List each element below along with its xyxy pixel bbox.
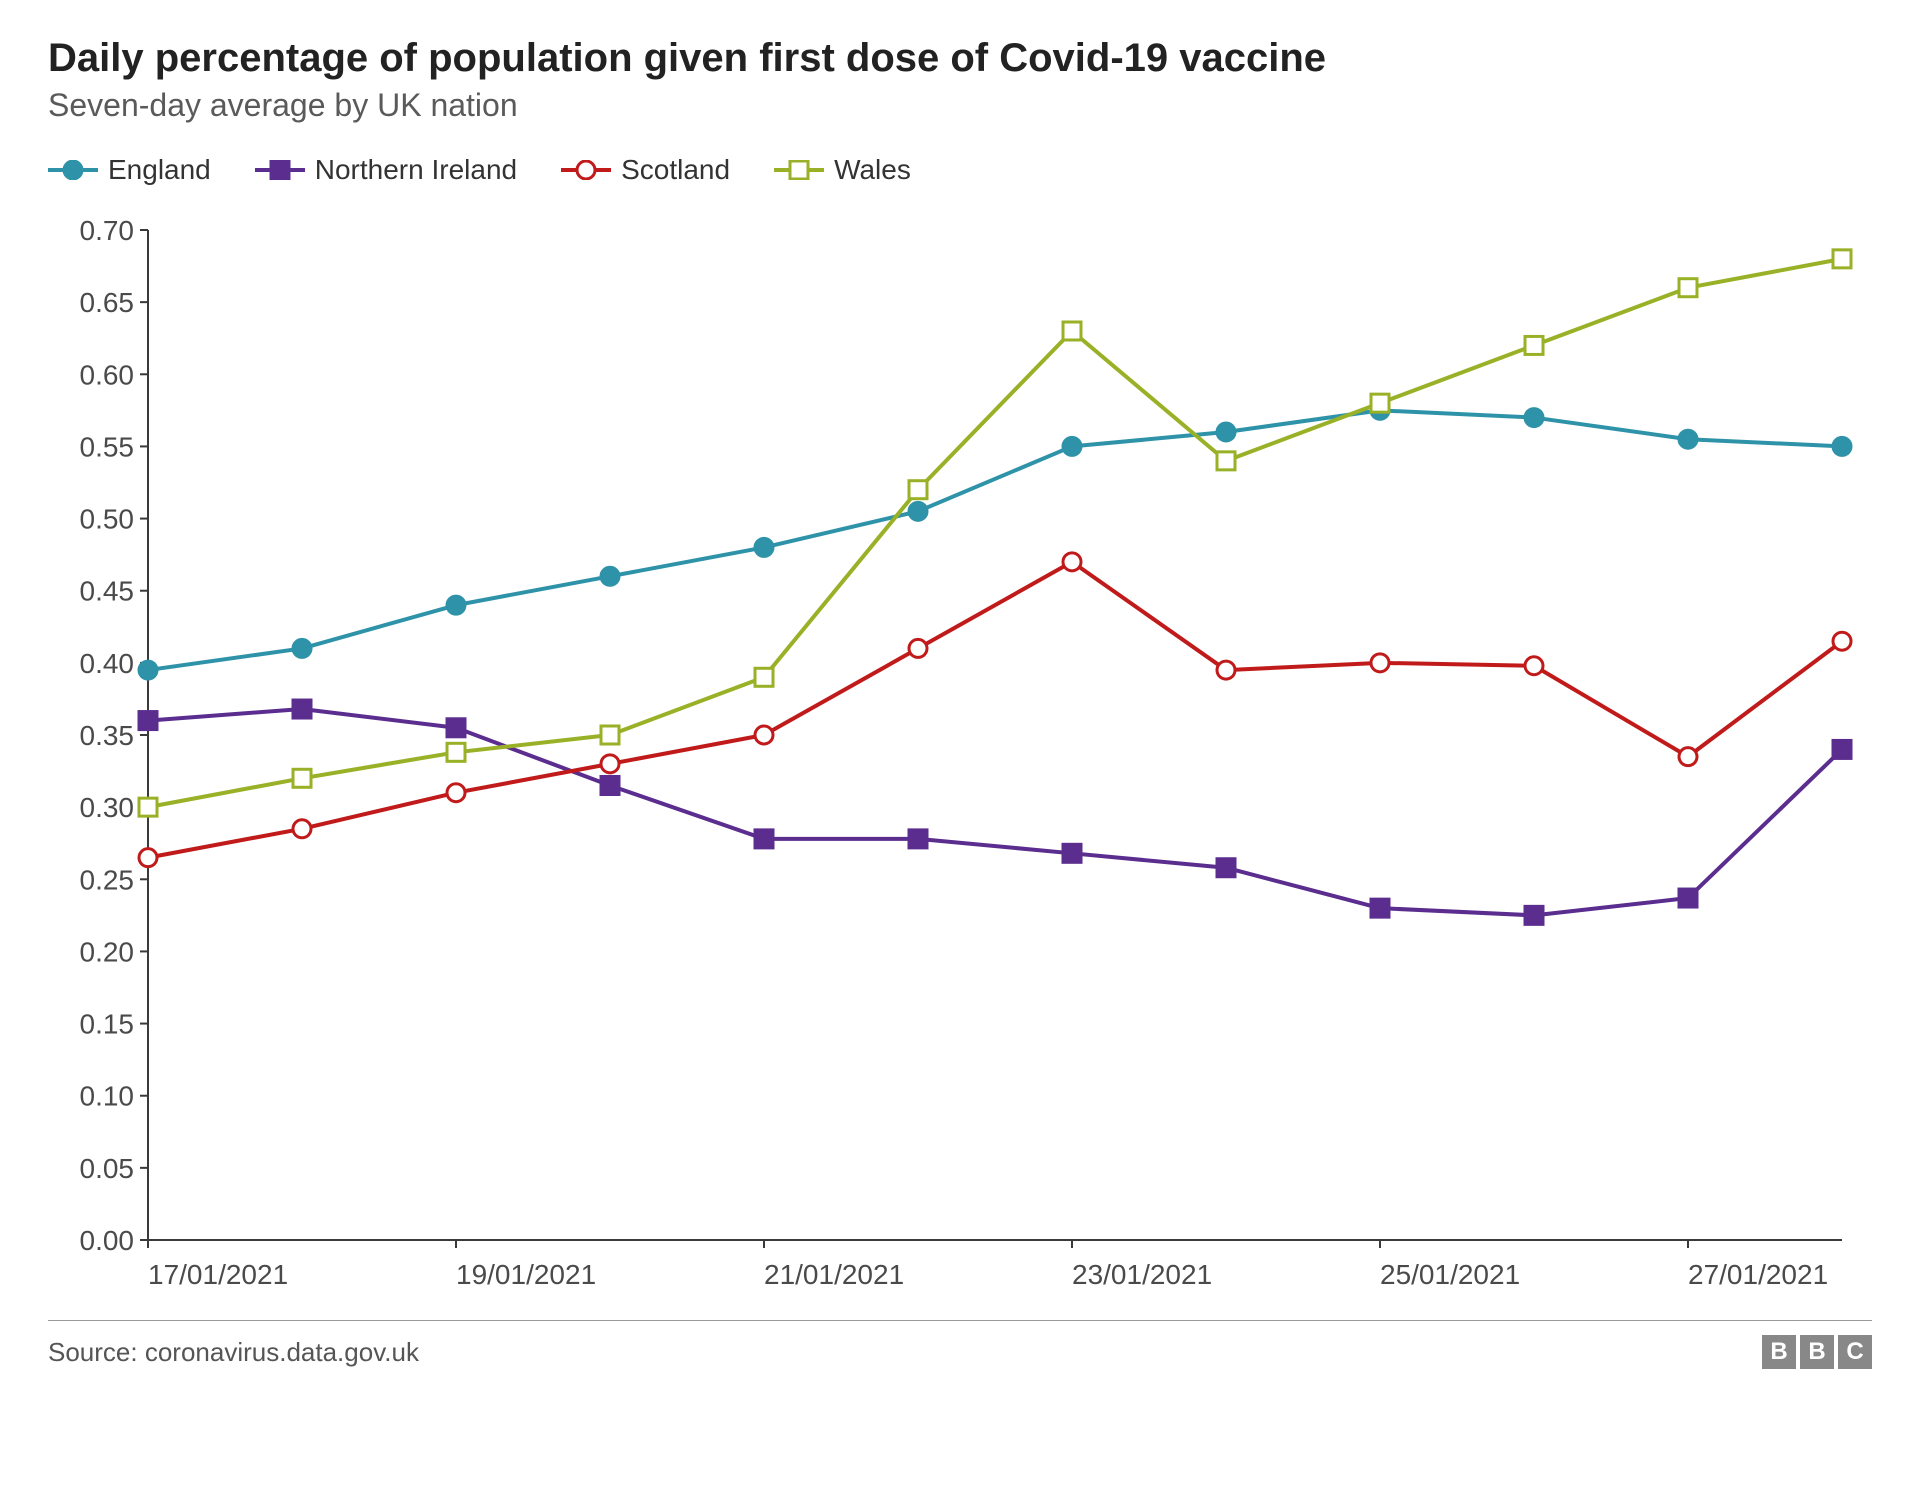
series-marker (293, 639, 311, 657)
series-marker (447, 596, 465, 614)
legend-item: Northern Ireland (255, 154, 517, 186)
series-marker (1063, 437, 1081, 455)
series-marker (1833, 437, 1851, 455)
y-tick-label: 0.10 (80, 1081, 135, 1112)
series-marker (1679, 430, 1697, 448)
series-marker (447, 743, 465, 761)
series-marker (1371, 899, 1389, 917)
series-marker (601, 777, 619, 795)
x-tick-label: 27/01/2021 (1688, 1259, 1828, 1290)
legend-swatch-icon (255, 160, 305, 180)
bbc-logo-letter: B (1762, 1335, 1796, 1369)
series-marker (601, 726, 619, 744)
series-marker (755, 726, 773, 744)
x-tick-label: 21/01/2021 (764, 1259, 904, 1290)
series-marker (1217, 661, 1235, 679)
legend-swatch-icon (561, 160, 611, 180)
series-marker (1833, 632, 1851, 650)
series-marker (909, 481, 927, 499)
legend-label: Northern Ireland (315, 154, 517, 186)
series-marker (909, 639, 927, 657)
legend-label: England (108, 154, 211, 186)
chart-container: Daily percentage of population given fir… (0, 0, 1920, 1485)
legend-label: Wales (834, 154, 911, 186)
series-marker (1833, 250, 1851, 268)
chart-area: 0.00 0.05 0.10 0.15 0.20 0.25 0.30 0.35 0.40 0.45… (48, 200, 1872, 1320)
series-line (148, 259, 1842, 807)
series-marker (1679, 889, 1697, 907)
legend: England Northern Ireland Scotland Wales (48, 154, 1872, 186)
y-tick-label: 0.70 (80, 215, 135, 246)
series-marker (293, 700, 311, 718)
series-marker (1679, 748, 1697, 766)
series-line (148, 709, 1842, 915)
y-tick-label: 0.30 (80, 792, 135, 823)
series-marker (1833, 740, 1851, 758)
series-marker (1525, 409, 1543, 427)
series-marker (1063, 322, 1081, 340)
series-marker (755, 668, 773, 686)
series-marker (1371, 394, 1389, 412)
y-tick-label: 0.15 (80, 1009, 135, 1040)
series-line (148, 562, 1842, 858)
series-marker (755, 830, 773, 848)
series-marker (293, 769, 311, 787)
y-tick-label: 0.45 (80, 576, 135, 607)
series-marker (601, 755, 619, 773)
series-line (148, 410, 1842, 670)
y-tick-label: 0.50 (80, 504, 135, 535)
x-tick-label: 23/01/2021 (1072, 1259, 1212, 1290)
y-tick-label: 0.20 (80, 936, 135, 967)
line-chart-svg: 0.00 0.05 0.10 0.15 0.20 0.25 0.30 0.35 0.40 0.45… (48, 200, 1872, 1320)
series-marker (755, 538, 773, 556)
x-tick-label: 19/01/2021 (456, 1259, 596, 1290)
chart-title: Daily percentage of population given fir… (48, 36, 1872, 81)
series-marker (139, 712, 157, 730)
series-marker (909, 830, 927, 848)
series-marker (1063, 553, 1081, 571)
series-marker (1525, 657, 1543, 675)
y-tick-label: 0.65 (80, 287, 135, 318)
y-tick-label: 0.35 (80, 720, 135, 751)
series-marker (139, 798, 157, 816)
y-tick-label: 0.60 (80, 359, 135, 390)
bbc-logo-icon: BBC (1762, 1335, 1872, 1369)
legend-item: Wales (774, 154, 911, 186)
series-marker (139, 661, 157, 679)
bbc-logo-letter: B (1800, 1335, 1834, 1369)
source-text: Source: coronavirus.data.gov.uk (48, 1337, 419, 1368)
chart-subtitle: Seven-day average by UK nation (48, 87, 1872, 124)
y-tick-label: 0.25 (80, 864, 135, 895)
legend-swatch-icon (774, 160, 824, 180)
series-marker (1063, 844, 1081, 862)
y-tick-label: 0.05 (80, 1153, 135, 1184)
series-marker (1525, 906, 1543, 924)
x-tick-label: 17/01/2021 (148, 1259, 288, 1290)
series-marker (1679, 279, 1697, 297)
legend-swatch-icon (48, 160, 98, 180)
series-marker (447, 784, 465, 802)
series-marker (601, 567, 619, 585)
y-tick-label: 0.00 (80, 1225, 135, 1256)
bbc-logo-letter: C (1838, 1335, 1872, 1369)
series-marker (447, 719, 465, 737)
series-marker (1217, 423, 1235, 441)
y-tick-label: 0.40 (80, 648, 135, 679)
series-marker (1217, 859, 1235, 877)
series-marker (1371, 654, 1389, 672)
legend-label: Scotland (621, 154, 730, 186)
y-tick-label: 0.55 (80, 431, 135, 462)
series-marker (1217, 452, 1235, 470)
x-tick-label: 25/01/2021 (1380, 1259, 1520, 1290)
series-marker (139, 849, 157, 867)
series-marker (293, 820, 311, 838)
footer: Source: coronavirus.data.gov.uk BBC (48, 1321, 1872, 1369)
legend-item: England (48, 154, 211, 186)
legend-item: Scotland (561, 154, 730, 186)
series-marker (1525, 336, 1543, 354)
series-marker (909, 502, 927, 520)
